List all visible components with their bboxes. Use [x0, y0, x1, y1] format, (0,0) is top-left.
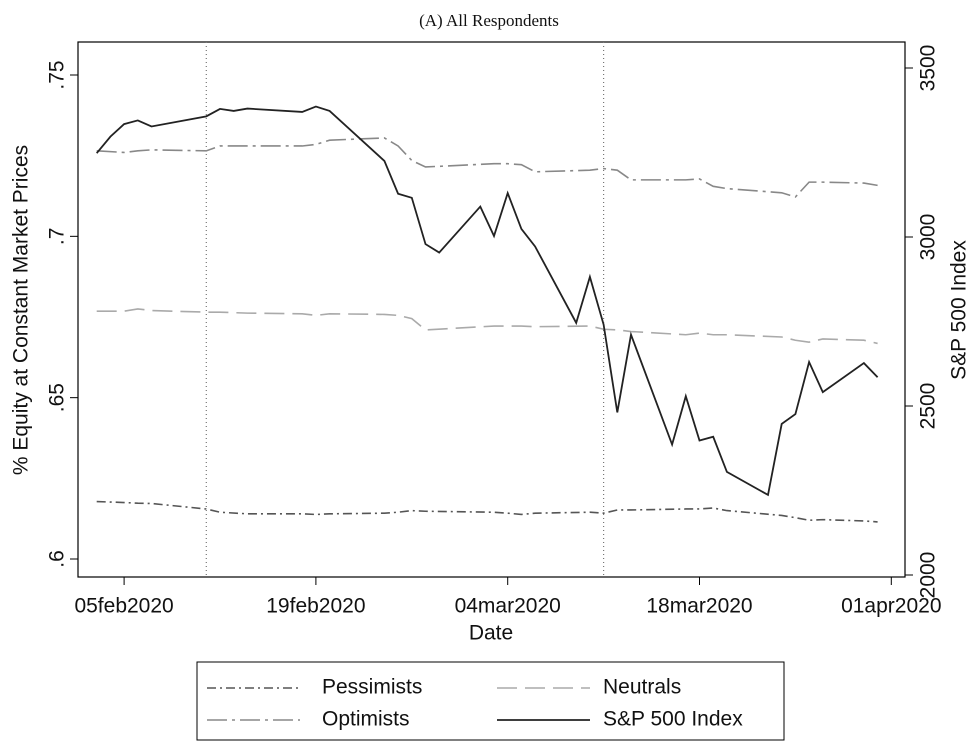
y-axis-label: % Equity at Constant Market Prices — [10, 145, 33, 475]
y-tick-label: .6 — [46, 550, 69, 568]
x-tick-label: 19feb2020 — [266, 595, 365, 618]
y2-axis-label: S&P 500 Index — [948, 240, 971, 380]
y2-tick-label: 3500 — [917, 45, 940, 92]
legend — [196, 661, 785, 741]
x-axis-label: Date — [469, 622, 513, 645]
series-line — [96, 105, 879, 497]
x-tick-label: 18mar2020 — [646, 595, 752, 618]
y2-tick-label: 2000 — [917, 552, 940, 599]
x-tick-label: 04mar2020 — [455, 595, 561, 618]
series-line — [96, 500, 878, 523]
x-tick-label: 01apr2020 — [841, 595, 941, 618]
y-tick-label: .65 — [46, 383, 69, 412]
y-tick-label: .7 — [46, 228, 69, 246]
y-tick-label: .75 — [46, 60, 69, 89]
chart-title: (A) All Respondents — [419, 11, 559, 30]
y2-tick-label: 2500 — [917, 383, 940, 430]
plot-frame — [77, 41, 906, 578]
series-line — [96, 308, 878, 345]
legend-label: Pessimists — [322, 676, 422, 699]
y2-tick-label: 3000 — [917, 214, 940, 261]
x-tick-label: 05feb2020 — [74, 595, 173, 618]
series-line — [96, 137, 878, 198]
legend-label: Neutrals — [603, 676, 681, 699]
legend-label: Optimists — [322, 708, 410, 731]
legend-label: S&P 500 Index — [603, 708, 743, 731]
